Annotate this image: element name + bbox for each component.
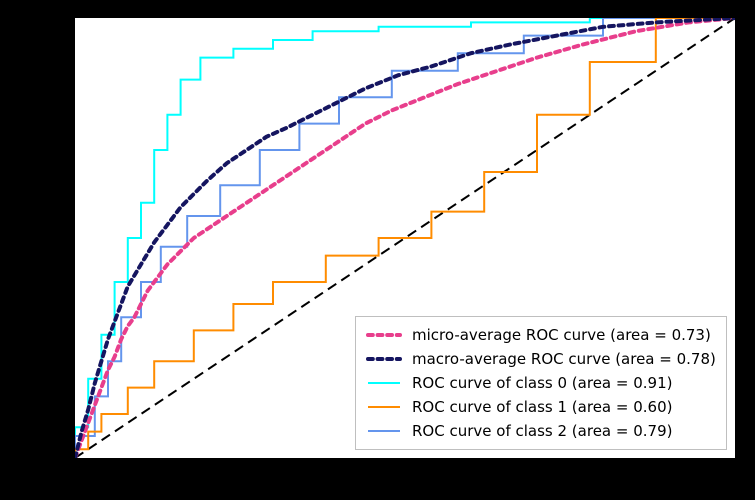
legend-row: ROC curve of class 0 (area = 0.91) [366,371,716,395]
legend-label: ROC curve of class 2 (area = 0.79) [412,422,672,440]
legend-swatch [366,397,402,417]
legend-row: micro-average ROC curve (area = 0.73) [366,323,716,347]
legend-row: ROC curve of class 1 (area = 0.60) [366,395,716,419]
legend-label: ROC curve of class 1 (area = 0.60) [412,398,672,416]
legend-label: micro-average ROC curve (area = 0.73) [412,326,711,344]
legend-swatch [366,373,402,393]
legend-label: ROC curve of class 0 (area = 0.91) [412,374,672,392]
roc-chart: micro-average ROC curve (area = 0.73) mac… [75,18,735,458]
legend-row: ROC curve of class 2 (area = 0.79) [366,419,716,443]
legend: micro-average ROC curve (area = 0.73) mac… [355,316,727,450]
legend-label: macro-average ROC curve (area = 0.78) [412,350,716,368]
legend-swatch [366,349,402,369]
legend-swatch [366,325,402,345]
legend-row: macro-average ROC curve (area = 0.78) [366,347,716,371]
legend-swatch [366,421,402,441]
